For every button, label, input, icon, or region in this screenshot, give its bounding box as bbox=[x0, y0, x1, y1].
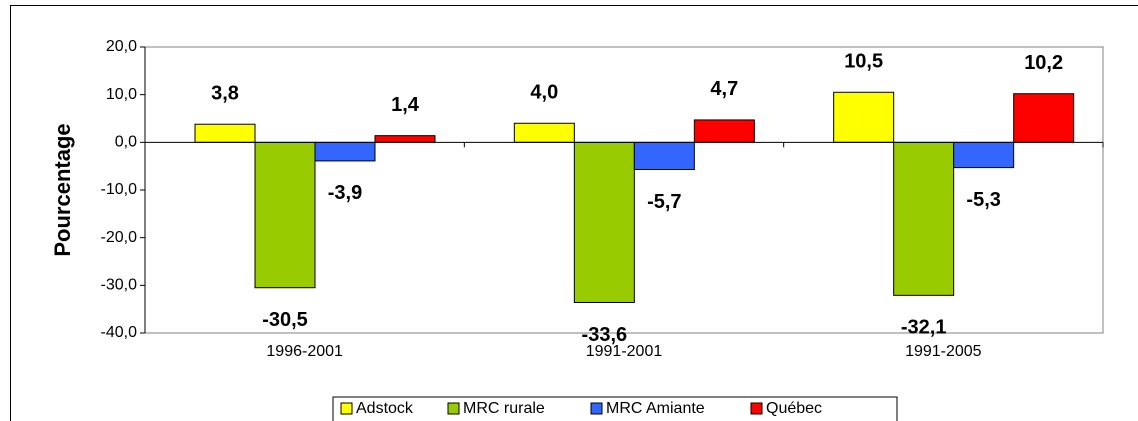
legend-swatch bbox=[340, 402, 353, 415]
value-label: 3,8 bbox=[211, 83, 239, 105]
x-tick-label: 1991-2005 bbox=[905, 343, 982, 360]
value-label: 10,2 bbox=[1024, 52, 1063, 74]
bar bbox=[833, 91, 895, 143]
y-tick-label: 10,0 bbox=[106, 86, 137, 103]
y-tick-label: 20,0 bbox=[106, 38, 137, 55]
legend-swatch bbox=[590, 402, 603, 415]
bar bbox=[633, 141, 695, 171]
bar bbox=[1013, 93, 1075, 143]
y-tick-label: -20,0 bbox=[101, 229, 138, 246]
value-label: 10,5 bbox=[844, 51, 883, 73]
value-label: 4,7 bbox=[710, 78, 738, 100]
bar bbox=[374, 135, 436, 143]
y-tick-label: 0,0 bbox=[115, 134, 137, 151]
y-axis-label: Pourcentage bbox=[50, 123, 75, 256]
value-label: -5,7 bbox=[647, 191, 681, 213]
bar bbox=[314, 141, 376, 162]
value-label: 4,0 bbox=[530, 82, 558, 104]
bar bbox=[513, 122, 575, 143]
value-label: -3,9 bbox=[328, 182, 362, 204]
y-tick-label: -30,0 bbox=[101, 277, 138, 294]
legend-label: MRC rurale bbox=[463, 400, 545, 417]
value-label: -5,3 bbox=[966, 189, 1000, 211]
legend-label: Adstock bbox=[356, 400, 414, 417]
bar bbox=[693, 119, 755, 143]
value-label: -30,5 bbox=[262, 309, 308, 331]
bar bbox=[573, 141, 635, 303]
x-tick-label: 1996-2001 bbox=[266, 343, 343, 360]
value-label: -33,6 bbox=[582, 324, 628, 346]
legend-swatch bbox=[750, 402, 763, 415]
legend-label: Québec bbox=[766, 400, 822, 417]
bar bbox=[254, 141, 316, 289]
y-tick-label: -40,0 bbox=[101, 324, 138, 341]
x-tick-label: 1991-2001 bbox=[586, 343, 663, 360]
bar bbox=[194, 123, 256, 143]
legend-label: MRC Amiante bbox=[606, 400, 705, 417]
bar bbox=[953, 141, 1015, 169]
y-tick-label: -10,0 bbox=[101, 181, 138, 198]
value-label: 1,4 bbox=[391, 94, 420, 116]
bar bbox=[893, 141, 955, 296]
legend-swatch bbox=[447, 402, 460, 415]
value-label: -32,1 bbox=[901, 317, 947, 339]
chart-frame bbox=[10, 5, 1138, 421]
legend-box bbox=[332, 396, 898, 421]
